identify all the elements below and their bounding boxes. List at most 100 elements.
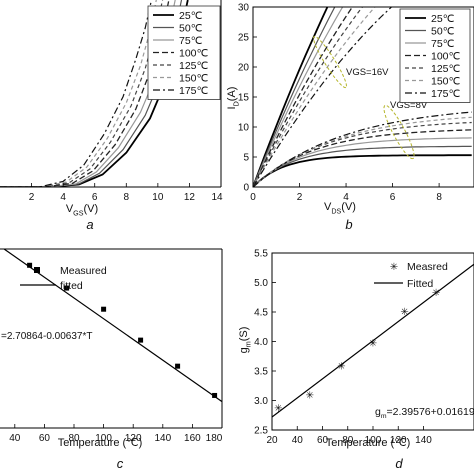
- panel-b-vgs16-line-2: [253, 7, 344, 187]
- panel-a-x-axis-label: VGS(V): [66, 203, 98, 217]
- panel-letter-c: c: [117, 456, 124, 471]
- panel-a-legend-label-6: 175℃: [179, 85, 209, 97]
- panel-c-x-tick-label-0: 40: [9, 433, 21, 444]
- panel-c-x-axis-label: Temperature (℃): [58, 437, 143, 449]
- panel-c-point-1: [64, 285, 70, 291]
- panel-b-y-axis-label: ID(A): [226, 87, 240, 110]
- panel-a-legend-label-5: 150℃: [179, 73, 209, 85]
- panel-a-x-tick-label-6: 14: [211, 192, 223, 203]
- panel-b-legend-label-6: 175℃: [431, 88, 461, 100]
- panel-a: 2 4 6 8 10 12 14 VGS(V) 25℃50℃75℃100℃125℃150℃175…: [0, 0, 223, 217]
- panel-b-vgs16-line-5: [253, 7, 376, 187]
- panel-c-point-4: [175, 363, 181, 369]
- panel-b-series-group: [253, 7, 472, 187]
- panel-d-y-tick-label-4: 4.5: [254, 308, 268, 319]
- panel-letter-b: b: [345, 217, 352, 232]
- panel-d-fit-line: [272, 263, 474, 418]
- panel-a-x-tick-label-3: 8: [124, 192, 130, 203]
- panel-a-x-tick-label-2: 6: [92, 192, 98, 203]
- panel-c-x-tick-label-3: 100: [95, 433, 112, 444]
- panel-b-y-tick-label-4: 20: [238, 63, 250, 74]
- panel-b-x-tick-label-0: 0: [250, 192, 256, 203]
- panel-d-point-3: ✳: [369, 339, 377, 350]
- panel-d-y-tick-label-5: 5.0: [254, 278, 268, 289]
- panel-c-x-tick-label-2: 80: [68, 433, 80, 444]
- panel-a-legend-label-1: 50℃: [179, 23, 203, 35]
- panel-c-legend-label-measured: Measured: [60, 265, 107, 277]
- panel-a-x-tick-label-0: 2: [29, 192, 35, 203]
- panel-d-x-tick-label-6: 140: [415, 435, 432, 446]
- panel-d: ✳ ✳ ✳ ✳ ✳ ✳ 2.5 3.0 3.5 4.0 4.5 5.0 5.5 20 40 60 80 100 12…: [238, 249, 474, 449]
- panel-d-x-tick-label-2: 60: [317, 435, 329, 446]
- panel-b-legend-label-2: 75℃: [431, 38, 455, 50]
- panel-b-legend-label-0: 25℃: [431, 13, 455, 25]
- panel-b-vgs8-line-5: [253, 116, 472, 187]
- panel-d-y-tick-label-3: 4.0: [254, 337, 268, 348]
- panel-d-x-tick-label-5: 120: [390, 435, 407, 446]
- panel-b-vgs8-line-0: [253, 154, 472, 187]
- panel-c-x-tick-label-1: 60: [39, 433, 51, 444]
- panel-b-legend-label-1: 50℃: [431, 26, 455, 38]
- panel-a-legend-box: [147, 5, 221, 100]
- panel-a-legend-label-4: 125℃: [179, 60, 209, 72]
- panel-c-data-group: [3, 249, 222, 403]
- panel-c-point-2: [101, 306, 107, 312]
- panel-d-point-4: ✳: [400, 307, 408, 318]
- panel-b-x-tick-label-2: 4: [343, 192, 349, 203]
- panel-d-legend-marker-measred: ✳: [390, 262, 398, 273]
- panel-b-y-tick-label-6: 30: [238, 3, 250, 14]
- panel-b-y-tick-label-5: 25: [238, 33, 250, 44]
- panel-d-point-5: ✳: [432, 288, 440, 299]
- panel-d-y-tick-label-1: 3.0: [254, 396, 268, 407]
- panel-d-point-2: ✳: [337, 362, 345, 373]
- panel-a-legend-label-0: 25℃: [179, 10, 203, 22]
- panel-c-equation: =2.70864-0.00637*T: [1, 331, 92, 342]
- panel-letter-a: a: [86, 217, 93, 232]
- panel-b-x-tick-label-1: 2: [297, 192, 303, 203]
- panel-b-y-tick-label-2: 10: [238, 123, 250, 134]
- panel-c-x-tick-label-4: 120: [125, 433, 142, 444]
- panel-b-x-tick-label-3: 6: [390, 192, 396, 203]
- panel-b-annotation-vgs16: VGS=16V: [346, 67, 389, 78]
- panel-b-legend-label-5: 150℃: [431, 76, 461, 88]
- panel-d-legend-label-measred: Measred: [407, 261, 448, 273]
- panel-b-x-tick-label-4: 8: [436, 192, 442, 203]
- panel-c-point-0: [27, 262, 33, 268]
- panel-a-legend-label-3: 100℃: [179, 48, 209, 60]
- panel-d-data-group: ✳ ✳ ✳ ✳ ✳ ✳: [272, 263, 474, 418]
- panel-d-point-0: ✳: [274, 404, 282, 415]
- panel-d-x-tick-label-4: 100: [365, 435, 382, 446]
- panel-c-legend-label-fitted: fitted: [60, 280, 83, 292]
- panel-b-vgs16-line-4: [253, 7, 364, 187]
- panel-d-x-tick-label-3: 80: [342, 435, 354, 446]
- panel-d-legend-label-fitted: Fitted: [407, 278, 433, 290]
- panel-b-vgs16-line-3: [253, 7, 354, 187]
- panel-a-x-tick-label-4: 10: [152, 192, 164, 203]
- panel-c-x-tick-label-5: 140: [154, 433, 171, 444]
- panel-d-y-axis-label: gm(S): [238, 327, 252, 354]
- panel-b-vgs16-line-0: [253, 7, 329, 187]
- panel-a-series-line-6: [0, 0, 153, 187]
- panel-a-legend-label-2: 75℃: [179, 35, 203, 47]
- panel-b-y-tick-label-0: 0: [243, 183, 249, 194]
- panel-b-y-tick-label-3: 15: [238, 93, 250, 104]
- panel-d-y-tick-label-6: 5.5: [254, 249, 268, 260]
- panel-c-fit-line: [3, 249, 222, 403]
- panel-b: VGS=16V VGS=8V 0 5 10 15 20 25 30 0 2 4 6 8 ID(A) VDS(V…: [226, 3, 474, 215]
- panel-d-point-1: ✳: [306, 391, 314, 402]
- panel-d-x-tick-label-1: 40: [292, 435, 304, 446]
- panel-d-x-axis-label: Temperature (℃): [326, 437, 411, 449]
- panel-a-series-line-5: [0, 0, 157, 187]
- panel-d-y-tick-label-2: 3.5: [254, 367, 268, 378]
- panel-a-series-line-4: [0, 0, 164, 187]
- panel-b-ellipse-vgs8: [383, 104, 415, 160]
- panel-b-annotation-vgs8: VGS=8V: [390, 100, 428, 111]
- panel-letter-d: d: [395, 456, 403, 471]
- panel-b-x-axis-label: VDS(V): [324, 201, 356, 215]
- panel-d-y-tick-label-0: 2.5: [254, 426, 268, 437]
- panel-b-vgs8-line-1: [253, 145, 472, 187]
- panel-b-legend-box: [399, 8, 471, 103]
- panel-c-x-tick-label-6: 160: [184, 433, 201, 444]
- panel-a-series-line-3: [0, 0, 170, 187]
